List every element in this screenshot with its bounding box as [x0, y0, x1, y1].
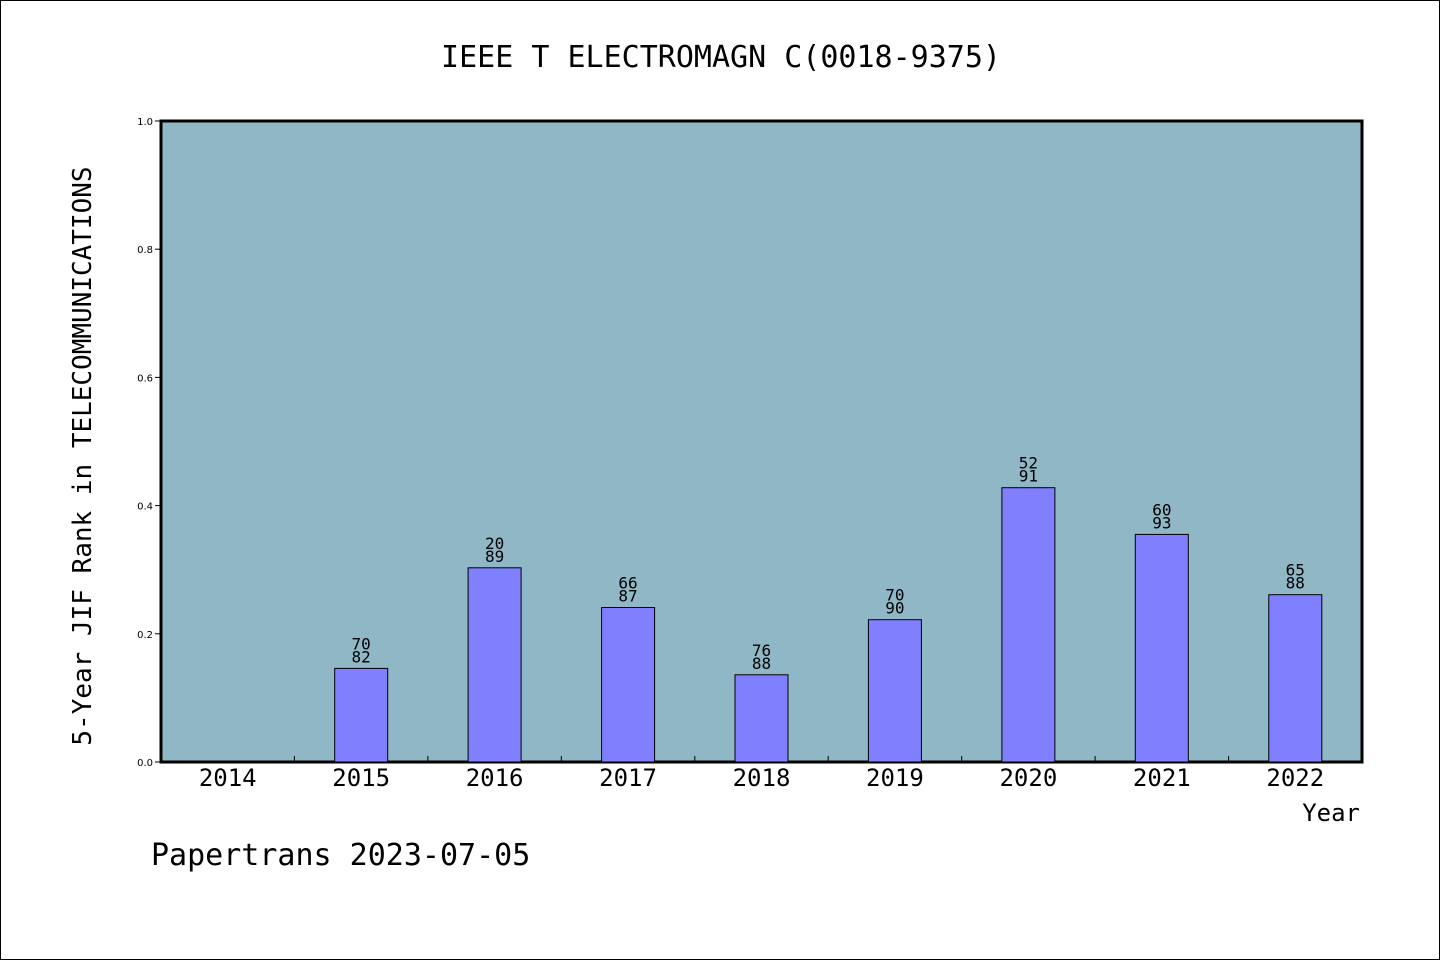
x-axis-label: Year	[1302, 799, 1360, 827]
bar-2021	[1134, 533, 1189, 763]
x-tick-label-2015: 2015	[332, 764, 390, 792]
x-tick-label-2019: 2019	[866, 764, 924, 792]
data-label-total-2019: 90	[885, 599, 904, 618]
data-label-rank-2021: 60	[1152, 500, 1171, 519]
data-label-rank-2017: 66	[618, 574, 637, 593]
x-tick-label-2014: 2014	[199, 764, 257, 792]
y-tick-label-1.0: 1.0	[137, 117, 153, 128]
data-label-rank-2016: 20	[485, 534, 504, 553]
bar-2017	[601, 607, 656, 763]
y-axis-label: 5-Year JIF Rank in TELECOMMUNICATIONS	[68, 166, 98, 745]
data-label-total-2016: 89	[485, 547, 504, 566]
x-tick-label-2016: 2016	[466, 764, 524, 792]
data-label-total-2020: 91	[1019, 467, 1038, 486]
footer-text: Papertrans 2023-07-05	[151, 838, 530, 873]
x-tick-label-2017: 2017	[599, 764, 657, 792]
data-label-rank-2019: 70	[885, 586, 904, 605]
bar-2016	[467, 567, 522, 763]
y-tick-label-0.0: 0.0	[137, 758, 153, 769]
x-tick-label-2020: 2020	[999, 764, 1057, 792]
data-label-total-2021: 93	[1152, 513, 1171, 532]
data-label-rank-2018: 76	[752, 641, 771, 660]
data-label-rank-2020: 52	[1019, 454, 1038, 473]
x-tick-label-2018: 2018	[733, 764, 791, 792]
bar-2022	[1268, 594, 1323, 763]
bar-2015	[334, 667, 389, 763]
data-label-total-2015: 82	[352, 647, 371, 666]
y-tick-label-0.6: 0.6	[137, 373, 153, 384]
y-tick-label-0.2: 0.2	[137, 630, 153, 641]
data-label-rank-2022: 65	[1286, 561, 1305, 580]
data-label-rank-2015: 70	[352, 634, 371, 653]
bar-2019	[867, 619, 922, 763]
y-tick-label-0.8: 0.8	[137, 245, 153, 256]
bar-2018	[734, 674, 789, 763]
data-label-total-2017: 87	[618, 587, 637, 606]
x-tick-label-2022: 2022	[1266, 764, 1324, 792]
y-tick-label-0.4: 0.4	[137, 502, 153, 513]
data-label-total-2022: 88	[1286, 574, 1305, 593]
chart-title: IEEE T ELECTROMAGN C(0018-9375)	[441, 40, 1001, 75]
data-label-total-2018: 88	[752, 654, 771, 673]
bar-2020	[1001, 487, 1056, 763]
ticks-group: 2014 2015 2016 2017 2018 2019 2020 2021 2022 0.0 0…	[137, 117, 1324, 792]
x-tick-label-2021: 2021	[1133, 764, 1191, 792]
